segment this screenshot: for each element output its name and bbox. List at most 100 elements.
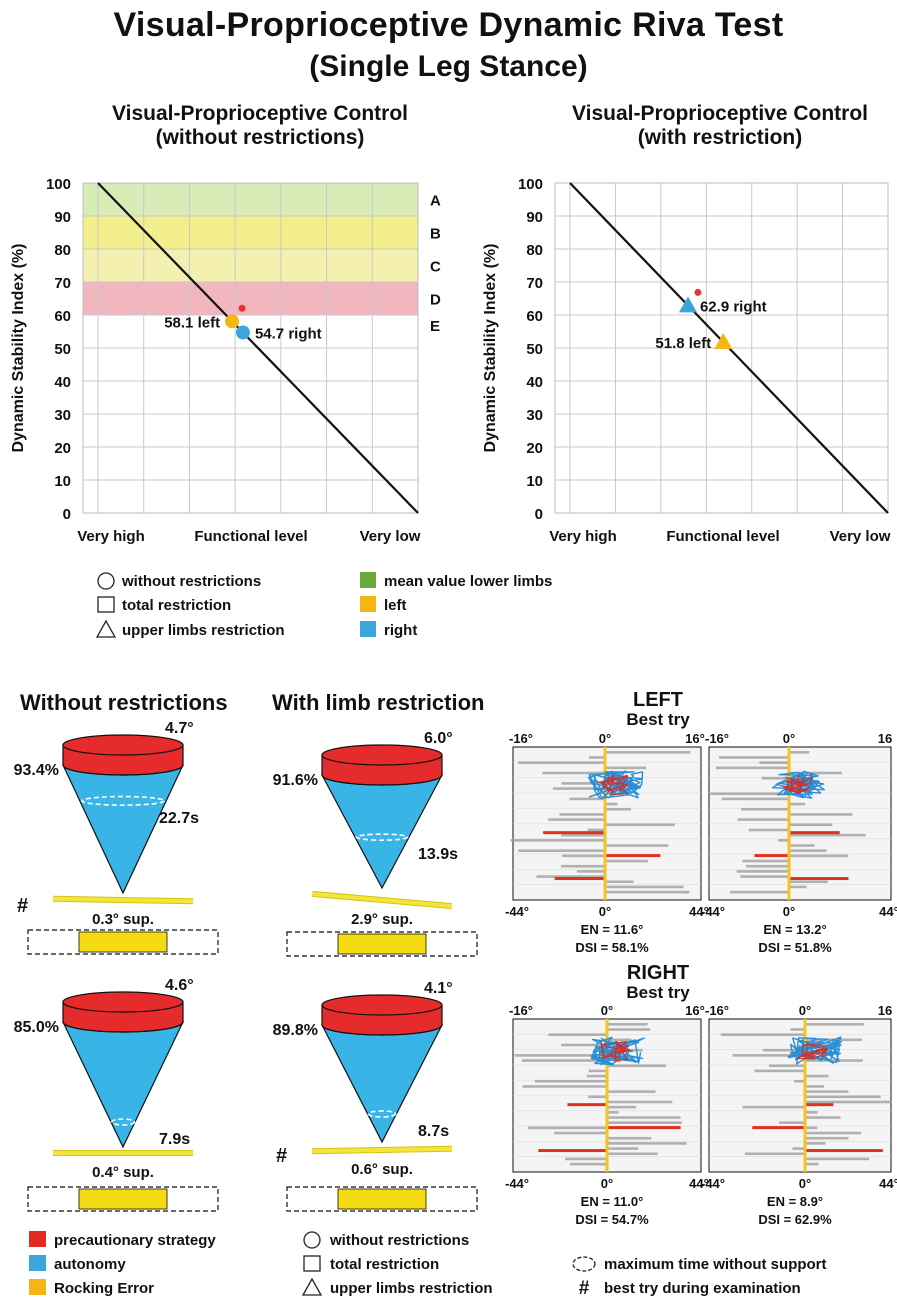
max-time-ring [110, 1118, 136, 1126]
top-tick-label: -16° [705, 731, 729, 746]
y-tick-label: 50 [54, 341, 71, 358]
precaution-bar [752, 1126, 805, 1130]
bottom-tick-label: -44° [505, 904, 529, 919]
y-tick-label: 60 [526, 308, 543, 325]
legend-color-label: right [384, 622, 417, 639]
sway-bar [805, 1095, 881, 1099]
sway-bar [589, 756, 605, 759]
precaution-bar [789, 831, 840, 835]
sway-bar [552, 787, 605, 790]
cone-angle: 4.7° [165, 720, 194, 737]
x-tick-label: Functional level [666, 528, 779, 545]
y-tick-label: 40 [526, 374, 543, 391]
sway-bar [805, 1136, 849, 1140]
page-subtitle: (Single Leg Stance) [309, 50, 588, 83]
sway-bar [607, 1090, 656, 1093]
support-bar-fill [52, 896, 194, 904]
sway-bar [562, 854, 605, 858]
x-tick-label: Very high [77, 528, 145, 545]
legend-shape-label: total restriction [122, 597, 231, 614]
cone-time: 8.7s [418, 1123, 449, 1140]
support-bar-fill [312, 891, 452, 909]
page-title: Visual-Proprioceptive Dynamic Riva Test [113, 6, 784, 44]
legend-swatch [360, 621, 376, 637]
y-tick-label: 60 [54, 308, 71, 325]
chart-title-right-line1: Visual-Proprioceptive Control [572, 102, 868, 125]
sway-bar [805, 1142, 826, 1145]
cone-autonomy [321, 774, 443, 890]
sway-bar [607, 1147, 639, 1150]
top-tick-label: 16 [878, 731, 892, 746]
sway-bar [778, 839, 789, 842]
chart-title-left-line2: (without restrictions) [155, 126, 365, 149]
point-label-left: 58.1 left [164, 314, 220, 331]
sway-bar [588, 1069, 607, 1073]
rocking-box [27, 1186, 219, 1212]
cop-trace [771, 770, 826, 799]
sway-bar [522, 1085, 607, 1088]
cone-percent: 85.0% [14, 1019, 59, 1036]
y-tick-label: 30 [526, 407, 543, 424]
sway-bar [528, 1126, 607, 1130]
legend-shape-label: without restrictions [329, 1232, 469, 1249]
dsi-value: DSI = 54.7% [575, 1212, 649, 1227]
sway-bar [607, 1152, 658, 1156]
precaution-bar [605, 854, 661, 858]
sway-bar [586, 1074, 607, 1078]
point-right [678, 296, 697, 313]
sway-bar [737, 818, 789, 821]
y-tick-label: 20 [54, 440, 71, 457]
legend-circle-shape [303, 1231, 321, 1249]
cones-col-title: Without restrictions [20, 690, 228, 715]
sway-bar [569, 797, 605, 801]
bottom-tick-label: 0° [799, 1176, 811, 1191]
precaution-bar [789, 877, 849, 881]
top-tick-label: -16° [509, 731, 533, 746]
support-angle: 0.4° sup. [92, 1164, 154, 1181]
point-label-left: 51.8 left [655, 335, 711, 352]
precaution-bar [538, 1149, 607, 1153]
chart-title-left-line1: Visual-Proprioceptive Control [112, 102, 408, 125]
max-time-ring [367, 1110, 397, 1118]
top-tick-label: 16° [685, 1003, 705, 1018]
legend-triangle-shape [301, 1277, 323, 1296]
cone-angle: 4.1° [424, 980, 453, 997]
band-d [83, 282, 418, 315]
sway-bar [732, 1054, 805, 1057]
y-tick-label: 50 [526, 341, 543, 358]
sway-bar [536, 875, 605, 878]
legend-swatch [29, 1231, 46, 1247]
legend-color-label: mean value lower limbs [384, 573, 552, 590]
sway-bar [605, 880, 634, 884]
sway-bar [605, 766, 647, 770]
sway-bar [605, 859, 648, 863]
cone-percent: 91.6% [273, 772, 318, 789]
cone-percent: 89.8% [273, 1022, 318, 1039]
precaution-bar [805, 1103, 834, 1107]
sway-bar [789, 823, 833, 827]
sway-bar [789, 885, 807, 889]
sway-bar [715, 766, 789, 770]
sway-bar [607, 1028, 651, 1031]
legend-swatch [360, 596, 376, 612]
sway-bar [605, 751, 691, 754]
y-tick-label: 100 [46, 176, 71, 193]
sway-bar [789, 844, 815, 847]
bottom-tick-label: 0° [783, 904, 795, 919]
sway-bar [729, 890, 789, 894]
sway-bar [745, 864, 789, 868]
cone-cap-edge [62, 1021, 184, 1033]
cone-percent: 93.4% [14, 762, 59, 779]
top-tick-label: 0° [783, 731, 795, 746]
legend-shape-label: upper limbs restriction [330, 1280, 493, 1297]
max-time-ring [355, 833, 409, 841]
sway-bar [565, 1157, 607, 1161]
sway-bar [559, 813, 605, 816]
legend-shape-label: upper limbs restriction [122, 622, 285, 639]
top-tick-label: -16° [705, 1003, 729, 1018]
rocking-error-bar [337, 1188, 427, 1210]
dsi-value: DSI = 51.8% [758, 940, 832, 955]
bottom-tick-label: -44° [701, 904, 725, 919]
sway-bar [607, 1038, 632, 1042]
legend-hash: # [579, 1278, 590, 1299]
